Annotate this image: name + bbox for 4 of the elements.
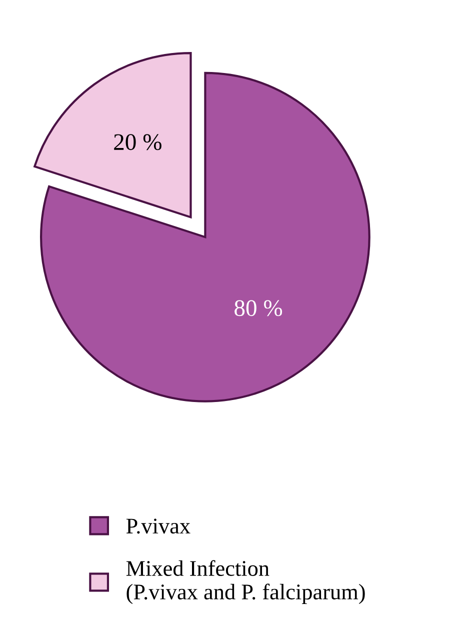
legend-label: Mixed Infection (P.vivax and P. falciparum) [126,560,365,604]
legend-label: P.vivax [126,518,190,534]
data-label: 20 % [114,134,162,150]
data-label: 80 % [234,300,282,316]
